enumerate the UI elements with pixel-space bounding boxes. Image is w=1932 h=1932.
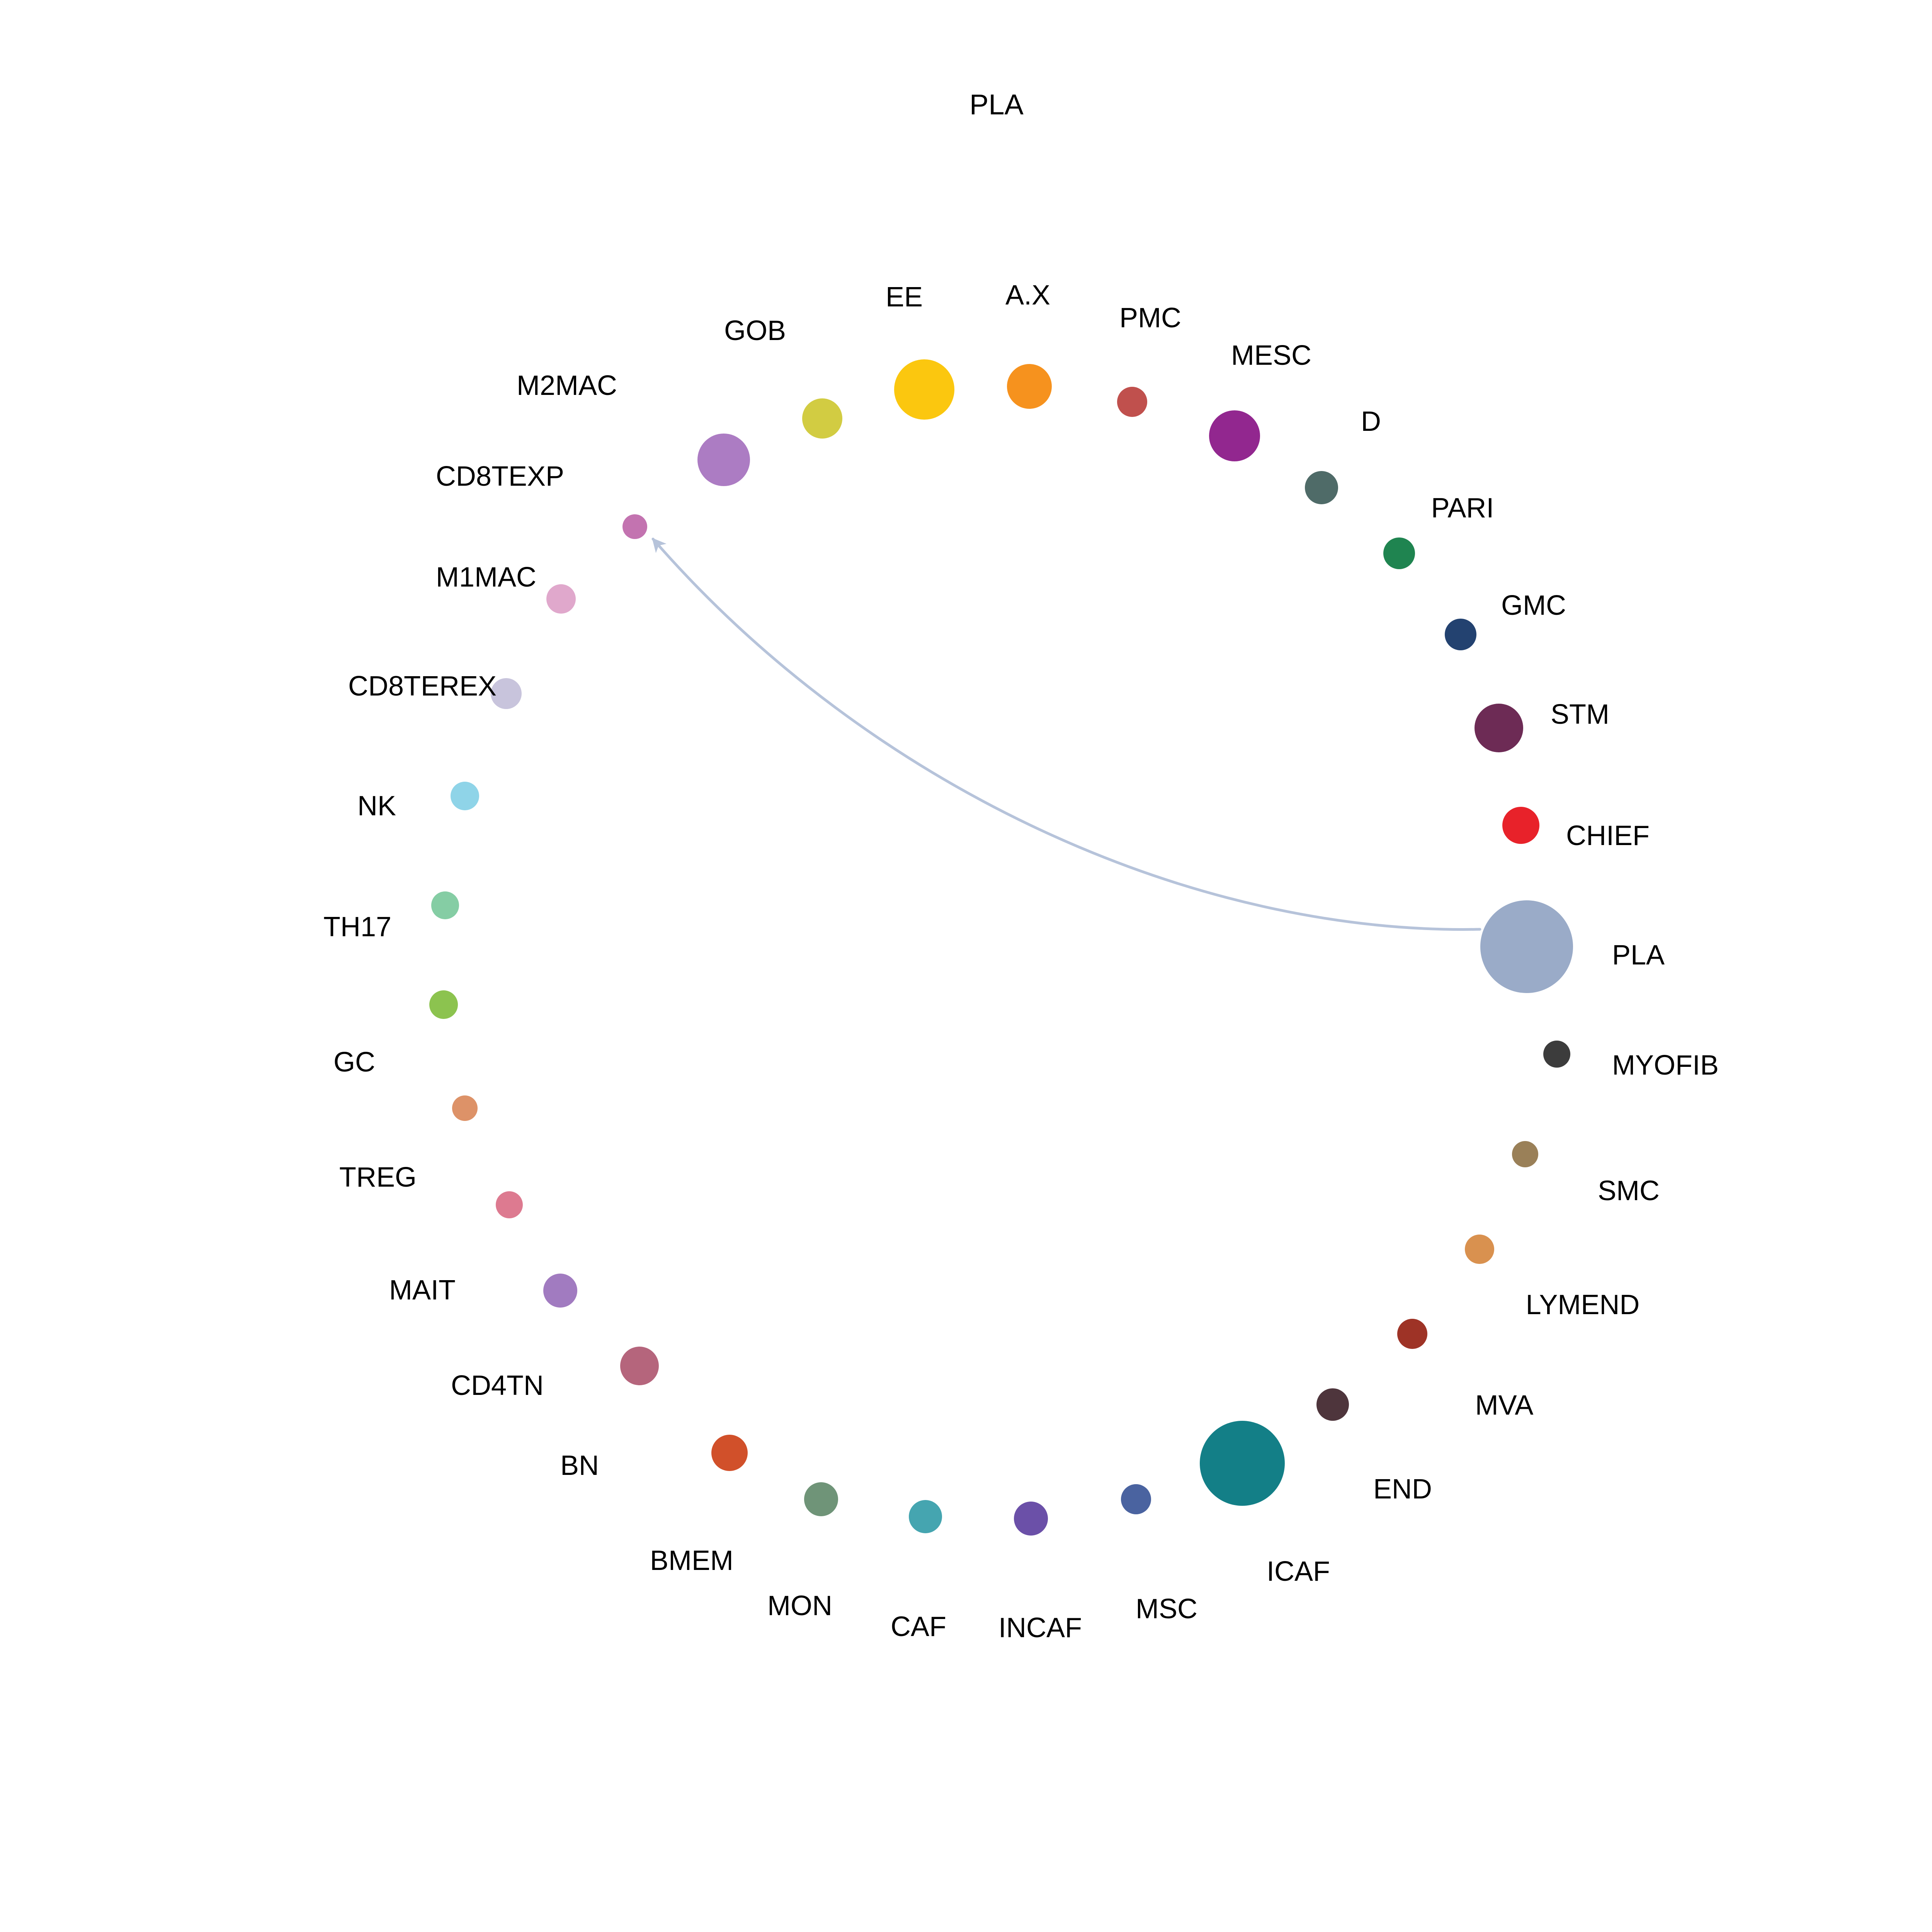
node-label-msc: MSC (1136, 1594, 1197, 1624)
node-label-m1mac: M1MAC (435, 562, 537, 593)
node-icaf[interactable] (1200, 1421, 1285, 1506)
node-label-stm: STM (1551, 699, 1609, 730)
node-label-gc: GC (333, 1047, 375, 1078)
node-label-cd8texp: CD8TEXP (435, 461, 564, 492)
node-cd4tn[interactable] (543, 1274, 577, 1308)
node-label-chief: CHIEF (1566, 820, 1650, 851)
node-label-lymend: LYMEND (1526, 1289, 1640, 1320)
node-mva[interactable] (1397, 1319, 1427, 1349)
node-label-incaf: INCAF (998, 1612, 1082, 1643)
node-label-end: END (1373, 1474, 1432, 1505)
node-mait[interactable] (496, 1191, 523, 1218)
node-label-pla: PLA (1612, 940, 1665, 971)
node-pla[interactable] (1480, 900, 1573, 993)
node-label-cd4tn: CD4TN (451, 1370, 544, 1401)
edges-layer (651, 537, 1481, 931)
node-pari[interactable] (1383, 537, 1415, 569)
node-cd8terex[interactable] (491, 678, 522, 709)
node-nk[interactable] (451, 782, 479, 810)
node-m1mac[interactable] (546, 584, 576, 614)
node-label-a-x: A.X (1005, 280, 1051, 311)
node-incaf[interactable] (1014, 1502, 1048, 1536)
node-lymend[interactable] (1465, 1235, 1494, 1264)
edge-pla-to-cd8texp[interactable] (651, 537, 1481, 931)
node-label-bmem: BMEM (650, 1545, 733, 1576)
node-label-gob: GOB (724, 315, 786, 346)
node-gc[interactable] (429, 990, 458, 1019)
node-label-treg: TREG (339, 1162, 417, 1193)
node-m2mac[interactable] (697, 434, 750, 486)
node-bmem[interactable] (711, 1435, 748, 1471)
node-msc[interactable] (1121, 1484, 1151, 1514)
node-mon[interactable] (804, 1482, 838, 1516)
node-label-ee: EE (885, 282, 923, 313)
node-mesc[interactable] (1209, 410, 1260, 461)
node-end[interactable] (1316, 1388, 1349, 1421)
node-chief[interactable] (1502, 807, 1539, 844)
node-caf[interactable] (909, 1500, 942, 1533)
node-cd8texp[interactable] (622, 514, 647, 539)
node-label-mon: MON (767, 1590, 832, 1621)
node-gob[interactable] (802, 398, 842, 439)
node-bn[interactable] (620, 1347, 659, 1385)
node-label-nk: NK (357, 791, 396, 821)
node-th17[interactable] (431, 891, 459, 919)
node-label-mva: MVA (1475, 1390, 1534, 1421)
node-label-gmc: GMC (1501, 590, 1566, 621)
node-label-cd8terex: CD8TEREX (348, 671, 497, 702)
node-label-d: D (1361, 406, 1381, 437)
node-label-myofib: MYOFIB (1612, 1050, 1719, 1081)
node-gmc[interactable] (1445, 619, 1476, 650)
node-label-pari: PARI (1431, 493, 1494, 524)
node-d[interactable] (1305, 471, 1338, 504)
node-label-m2mac: M2MAC (516, 370, 617, 401)
node-label-icaf: ICAF (1266, 1556, 1330, 1587)
node-label-mesc: MESC (1231, 340, 1312, 371)
node-label-bn: BN (560, 1450, 599, 1481)
node-pmc[interactable] (1117, 387, 1147, 417)
node-label-caf: CAF (891, 1611, 946, 1642)
node-smc[interactable] (1512, 1141, 1538, 1167)
nodes-layer (429, 359, 1573, 1536)
node-label-smc: SMC (1598, 1175, 1660, 1206)
node-label-mait: MAIT (389, 1275, 456, 1306)
node-label-pmc: PMC (1119, 303, 1181, 333)
node-stm[interactable] (1475, 704, 1523, 752)
node-myofib[interactable] (1543, 1041, 1570, 1068)
page-title: PLA (969, 88, 1024, 121)
node-ee[interactable] (894, 359, 954, 420)
node-label-th17: TH17 (323, 912, 392, 942)
node-treg[interactable] (452, 1095, 478, 1121)
node-a-x[interactable] (1007, 364, 1052, 409)
